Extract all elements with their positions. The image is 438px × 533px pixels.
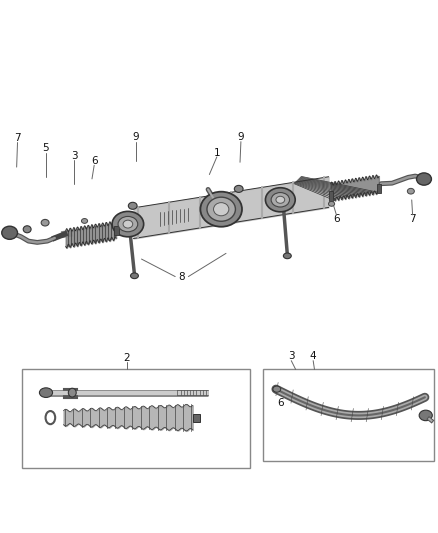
Ellipse shape [271,192,290,207]
Ellipse shape [81,219,88,223]
Ellipse shape [2,226,18,239]
Ellipse shape [328,201,335,206]
Bar [114,225,119,236]
Ellipse shape [265,188,295,212]
Ellipse shape [276,196,285,203]
Ellipse shape [419,410,432,421]
Bar [193,414,200,422]
Text: 1: 1 [213,148,220,158]
Ellipse shape [68,388,76,397]
Bar [377,184,381,193]
Text: 7: 7 [14,133,21,143]
Text: 6: 6 [333,214,340,224]
Ellipse shape [112,212,144,237]
Text: 7: 7 [409,214,416,224]
Ellipse shape [131,273,138,279]
Text: 2: 2 [124,353,131,362]
Ellipse shape [128,203,137,209]
Ellipse shape [234,185,243,192]
Text: 8: 8 [178,272,185,281]
Ellipse shape [200,192,242,227]
Text: 3: 3 [71,151,78,160]
Text: 6: 6 [277,398,284,408]
Ellipse shape [213,203,229,216]
Text: 3: 3 [288,351,295,361]
Text: 5: 5 [42,143,49,154]
Ellipse shape [273,386,281,392]
Bar [328,191,333,201]
Ellipse shape [417,173,431,185]
Ellipse shape [39,388,53,398]
Ellipse shape [283,253,291,259]
Ellipse shape [407,188,414,194]
Text: 9: 9 [237,132,244,142]
Bar [263,369,434,462]
Bar [22,369,250,468]
Ellipse shape [23,226,31,233]
Ellipse shape [118,216,138,232]
Text: 6: 6 [91,156,98,166]
Text: 9: 9 [132,132,139,142]
Ellipse shape [207,197,236,221]
Ellipse shape [123,220,133,228]
Ellipse shape [41,220,49,226]
Text: 4: 4 [310,351,317,361]
